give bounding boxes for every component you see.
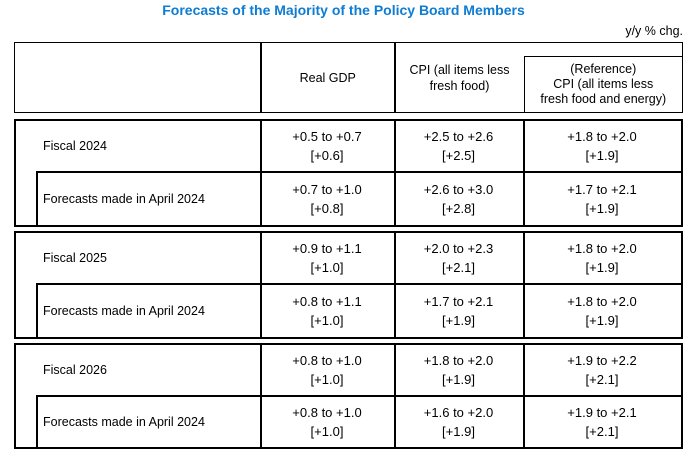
gdp-range: +0.8 to +1.0 — [292, 404, 362, 420]
header-reference-line3: fresh food and energy) — [540, 92, 667, 106]
header-reference-line2: CPI (all items less — [553, 77, 654, 91]
gdp-range: +0.8 to +1.0 — [292, 353, 362, 368]
reference-median: [+1.9] — [585, 312, 619, 328]
reference-range: +1.8 to +2.0 — [567, 293, 637, 309]
section-fiscal-2024: Fiscal 2024 +0.5 to +0.7 [+0.6] +2.5 to … — [14, 119, 683, 227]
reference-cpi-forecast-cell: +1.9 to +2.1 [+2.1] — [523, 397, 681, 448]
gdp-forecast-cell: +0.7 to +1.0 [+0.8] — [260, 173, 394, 226]
gdp-forecast-cell: +0.9 to +1.1 [+1.0] — [260, 233, 394, 283]
column-divider — [260, 43, 262, 112]
page-title: Forecasts of the Majority of the Policy … — [162, 2, 525, 18]
gdp-range: +0.5 to +0.7 — [292, 129, 362, 144]
reference-cpi-forecast-cell: +1.8 to +2.0 [+1.9] — [523, 233, 681, 283]
row-label: Forecasts made in April 2024 — [43, 414, 205, 429]
reference-range: +1.7 to +2.1 — [567, 181, 637, 197]
reference-median: [+2.1] — [585, 372, 619, 387]
gdp-forecast-cell: +0.8 to +1.1 [+1.0] — [260, 285, 394, 338]
cpi-median: [+2.1] — [442, 260, 475, 275]
reference-median: [+1.9] — [585, 148, 619, 163]
gdp-range: +0.8 to +1.1 — [292, 293, 362, 309]
cpi-forecast-cell: +1.6 to +2.0 [+1.9] — [394, 397, 523, 448]
cpi-range: +1.8 to +2.0 — [423, 353, 494, 368]
cpi-range: +2.6 to +3.0 — [423, 181, 494, 197]
header-cpi-line1: CPI (all items less — [409, 62, 510, 77]
header-cpi-line2: fresh food) — [429, 78, 490, 93]
reference-range: +1.9 to +2.1 — [567, 404, 637, 420]
section-fiscal-2025: Fiscal 2025 +0.9 to +1.1 [+1.0] +2.0 to … — [14, 231, 683, 339]
cpi-forecast-cell: +2.5 to +2.6 [+2.5] — [394, 121, 523, 171]
header-real-gdp-cell: Real GDP — [262, 43, 395, 112]
gdp-median: [+1.0] — [310, 260, 344, 275]
column-divider — [260, 121, 262, 225]
column-divider — [394, 233, 396, 337]
gdp-range: +0.9 to +1.1 — [292, 241, 362, 256]
row-fiscal-2026: Fiscal 2026 +0.8 to +1.0 [+1.0] +1.8 to … — [16, 345, 681, 395]
gdp-median: [+1.0] — [310, 423, 344, 439]
header-cpi-cell: CPI (all items less fresh food) — [396, 43, 524, 112]
row-label: Fiscal 2025 — [43, 251, 107, 265]
cpi-median: [+2.8] — [442, 200, 475, 216]
subrow-indent-line — [36, 395, 38, 447]
header-reference-line1: (Reference) — [570, 62, 637, 76]
gdp-median: [+0.8] — [310, 200, 344, 216]
gdp-median: [+1.0] — [310, 312, 344, 328]
gdp-range: +0.7 to +1.0 — [292, 181, 362, 197]
cpi-median: [+2.5] — [442, 148, 475, 163]
column-divider — [394, 43, 396, 112]
section-fiscal-2026: Fiscal 2026 +0.8 to +1.0 [+1.0] +1.8 to … — [14, 343, 683, 449]
cpi-range: +1.7 to +2.1 — [423, 293, 494, 309]
row-fiscal-2024: Fiscal 2024 +0.5 to +0.7 [+0.6] +2.5 to … — [16, 121, 681, 171]
reference-cpi-forecast-cell: +1.9 to +2.2 [+2.1] — [523, 345, 681, 395]
gdp-forecast-cell: +0.5 to +0.7 [+0.6] — [260, 121, 394, 171]
unit-note: y/y % chg. — [625, 24, 683, 38]
reference-cpi-forecast-cell: +1.8 to +2.0 [+1.9] — [523, 121, 681, 171]
column-divider — [394, 121, 396, 225]
cpi-median: [+1.9] — [442, 372, 475, 387]
row-april-forecast: Forecasts made in April 2024 +0.8 to +1.… — [16, 285, 681, 338]
reference-median: [+2.1] — [585, 423, 619, 439]
header-reference-box: (Reference) CPI (all items less fresh fo… — [523, 56, 682, 112]
cpi-median: [+1.9] — [442, 423, 475, 439]
reference-range: +1.8 to +2.0 — [567, 129, 637, 144]
subrow-divider — [36, 395, 681, 397]
subrow-indent-line — [36, 283, 38, 337]
cpi-range: +2.0 to +2.3 — [423, 241, 494, 256]
cpi-forecast-cell: +2.0 to +2.3 [+2.1] — [394, 233, 523, 283]
cpi-forecast-cell: +1.7 to +2.1 [+1.9] — [394, 285, 523, 338]
row-label: Fiscal 2024 — [43, 139, 107, 153]
cpi-median: [+1.9] — [442, 312, 475, 328]
row-april-forecast: Forecasts made in April 2024 +0.8 to +1.… — [16, 397, 681, 448]
reference-median: [+1.9] — [585, 260, 619, 275]
cpi-range: +1.6 to +2.0 — [423, 404, 494, 420]
reference-cpi-forecast-cell: +1.7 to +2.1 [+1.9] — [523, 173, 681, 226]
header-real-gdp-label: Real GDP — [299, 70, 356, 85]
row-april-forecast: Forecasts made in April 2024 +0.7 to +1.… — [16, 173, 681, 226]
gdp-median: [+1.0] — [310, 372, 344, 387]
row-label: Forecasts made in April 2024 — [43, 191, 205, 206]
table-header: Real GDP CPI (all items less fresh food)… — [14, 42, 683, 113]
cpi-forecast-cell: +1.8 to +2.0 [+1.9] — [394, 345, 523, 395]
column-divider — [260, 233, 262, 337]
reference-range: +1.8 to +2.0 — [567, 241, 637, 256]
cpi-range: +2.5 to +2.6 — [423, 129, 494, 144]
row-label: Fiscal 2026 — [43, 363, 107, 377]
row-fiscal-2025: Fiscal 2025 +0.9 to +1.1 [+1.0] +2.0 to … — [16, 233, 681, 283]
subrow-divider — [36, 171, 681, 173]
forecast-table: Real GDP CPI (all items less fresh food)… — [14, 42, 683, 449]
gdp-forecast-cell: +0.8 to +1.0 [+1.0] — [260, 397, 394, 448]
reference-median: [+1.9] — [585, 200, 619, 216]
cpi-forecast-cell: +2.6 to +3.0 [+2.8] — [394, 173, 523, 226]
gdp-forecast-cell: +0.8 to +1.0 [+1.0] — [260, 345, 394, 395]
reference-cpi-forecast-cell: +1.8 to +2.0 [+1.9] — [523, 285, 681, 338]
column-divider — [523, 121, 525, 225]
subrow-divider — [36, 283, 681, 285]
subrow-indent-line — [36, 171, 38, 225]
reference-range: +1.9 to +2.2 — [567, 353, 637, 368]
column-divider — [523, 233, 525, 337]
row-label: Forecasts made in April 2024 — [43, 303, 205, 318]
gdp-median: [+0.6] — [310, 148, 344, 163]
